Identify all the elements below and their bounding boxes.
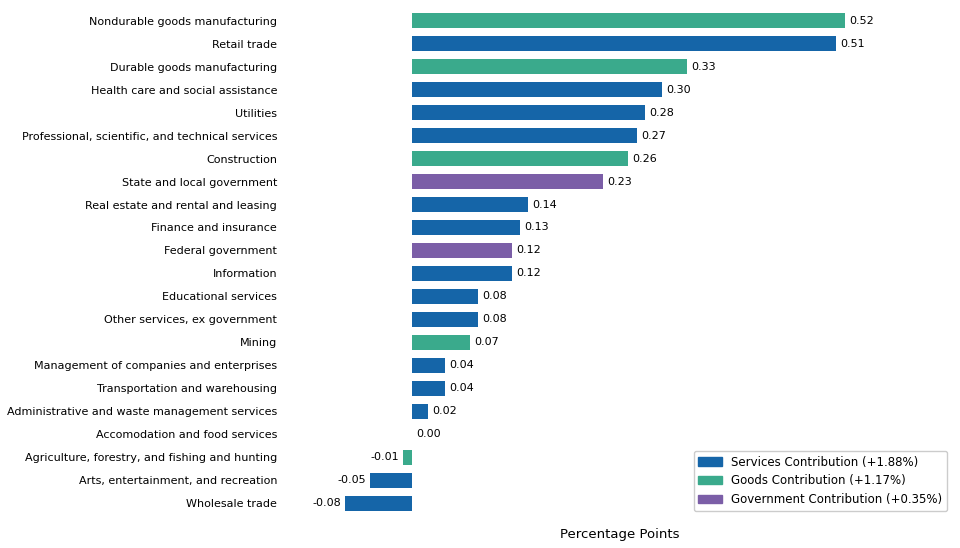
Bar xyxy=(412,105,645,120)
Legend: Services Contribution (+1.88%), Goods Contribution (+1.17%), Government Contribu: Services Contribution (+1.88%), Goods Co… xyxy=(693,451,948,511)
Text: 0.04: 0.04 xyxy=(449,361,474,370)
Bar xyxy=(403,450,412,465)
Bar xyxy=(412,335,470,350)
Bar xyxy=(346,496,412,511)
Bar xyxy=(371,473,412,488)
Text: 0.28: 0.28 xyxy=(649,107,674,118)
Text: 0.26: 0.26 xyxy=(633,153,658,163)
Bar xyxy=(412,82,661,97)
Text: 0.07: 0.07 xyxy=(474,338,499,347)
Text: 0.27: 0.27 xyxy=(641,130,665,141)
Bar xyxy=(412,197,528,212)
Text: 0.14: 0.14 xyxy=(533,199,558,209)
Text: 0.13: 0.13 xyxy=(524,222,549,232)
Bar xyxy=(412,243,512,258)
Bar xyxy=(412,128,636,143)
Text: 0.02: 0.02 xyxy=(433,406,457,416)
Text: 0.33: 0.33 xyxy=(691,62,715,72)
Text: -0.08: -0.08 xyxy=(312,498,341,508)
Text: 0.52: 0.52 xyxy=(849,16,874,26)
Bar xyxy=(412,381,445,396)
Text: 0.12: 0.12 xyxy=(516,269,540,278)
Bar xyxy=(412,36,836,51)
Bar xyxy=(412,312,478,327)
Bar xyxy=(412,13,845,28)
Bar xyxy=(412,289,478,304)
Bar xyxy=(412,59,686,74)
Text: 0.08: 0.08 xyxy=(483,292,507,301)
Bar xyxy=(412,266,512,281)
Text: 0.23: 0.23 xyxy=(608,176,633,186)
Bar xyxy=(412,174,603,189)
Text: -0.01: -0.01 xyxy=(371,452,399,462)
Text: 0.51: 0.51 xyxy=(841,39,865,49)
Text: 0.00: 0.00 xyxy=(416,429,441,439)
X-axis label: Percentage Points: Percentage Points xyxy=(561,528,680,541)
Text: 0.12: 0.12 xyxy=(516,246,540,255)
Text: 0.08: 0.08 xyxy=(483,315,507,324)
Bar xyxy=(412,220,520,235)
Bar xyxy=(412,358,445,373)
Text: 0.30: 0.30 xyxy=(666,84,690,95)
Text: 0.04: 0.04 xyxy=(449,383,474,393)
Text: -0.05: -0.05 xyxy=(337,475,366,485)
Bar xyxy=(412,404,428,419)
Bar xyxy=(412,151,628,166)
